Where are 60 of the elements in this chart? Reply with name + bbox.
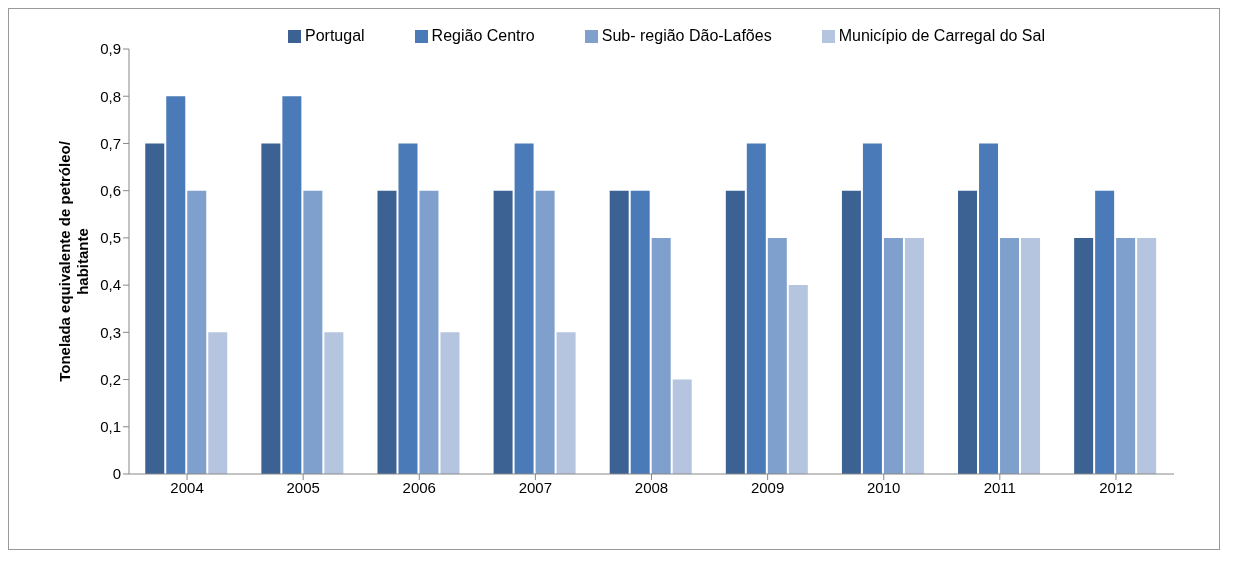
x-tick-label: 2012 bbox=[1099, 478, 1133, 496]
bar bbox=[556, 332, 576, 474]
bar bbox=[788, 285, 808, 474]
x-tick-label: 2004 bbox=[170, 478, 204, 496]
y-tick-label: 0,5 bbox=[100, 229, 121, 247]
bar bbox=[282, 96, 302, 474]
bar bbox=[883, 237, 903, 474]
bar bbox=[324, 332, 344, 474]
bar bbox=[145, 143, 165, 474]
bar bbox=[261, 143, 281, 474]
y-tick-label: 0,4 bbox=[100, 276, 121, 294]
y-tick-label: 0,1 bbox=[100, 418, 121, 436]
bar bbox=[1000, 237, 1020, 474]
bar bbox=[958, 190, 978, 474]
y-tick-label: 0,7 bbox=[100, 134, 121, 152]
bar bbox=[1095, 190, 1115, 474]
bar bbox=[904, 237, 924, 474]
bar bbox=[862, 143, 882, 474]
x-tick-label: 2011 bbox=[983, 478, 1016, 496]
bar bbox=[187, 190, 207, 474]
bar bbox=[377, 190, 397, 474]
y-tick-label: 0,8 bbox=[100, 87, 121, 105]
y-tick-label: 0,3 bbox=[100, 323, 121, 341]
legend-label: Sub- região Dão-Lafões bbox=[601, 27, 772, 44]
legend-label: Região Centro bbox=[431, 27, 535, 44]
bar bbox=[672, 379, 692, 474]
bar bbox=[746, 143, 766, 474]
x-tick-label: 2007 bbox=[518, 478, 553, 496]
x-tick-label: 2009 bbox=[750, 478, 785, 496]
bar bbox=[535, 190, 555, 474]
bar bbox=[630, 190, 650, 474]
bar bbox=[208, 332, 228, 474]
y-tick-label: 0,9 bbox=[100, 40, 121, 58]
bar bbox=[514, 143, 534, 474]
bar bbox=[767, 237, 787, 474]
bar bbox=[1074, 237, 1094, 474]
x-tick-label: 2005 bbox=[286, 478, 320, 496]
bar bbox=[609, 190, 629, 474]
bar bbox=[1116, 237, 1136, 474]
x-tick-label: 2010 bbox=[867, 478, 901, 496]
bar bbox=[1021, 237, 1041, 474]
bar bbox=[303, 190, 323, 474]
y-axis-title: Tonelada equivalente de petróleo/ habitante bbox=[56, 140, 91, 382]
bar bbox=[841, 190, 861, 474]
bar bbox=[166, 96, 186, 474]
bar bbox=[440, 332, 460, 474]
x-tick-label: 2008 bbox=[634, 478, 669, 496]
bar bbox=[725, 190, 745, 474]
y-tick-label: 0,2 bbox=[100, 370, 121, 388]
x-tick-label: 2006 bbox=[402, 478, 436, 496]
bar bbox=[398, 143, 418, 474]
bar bbox=[1137, 237, 1157, 474]
bar bbox=[419, 190, 439, 474]
legend-label: Portugal bbox=[305, 27, 365, 44]
bar bbox=[979, 143, 999, 474]
y-tick-label: 0 bbox=[112, 465, 121, 483]
bar bbox=[493, 190, 513, 474]
y-tick-label: 0,6 bbox=[100, 181, 121, 199]
legend-label: Município de Carregal do Sal bbox=[838, 27, 1045, 44]
bar bbox=[651, 237, 671, 474]
